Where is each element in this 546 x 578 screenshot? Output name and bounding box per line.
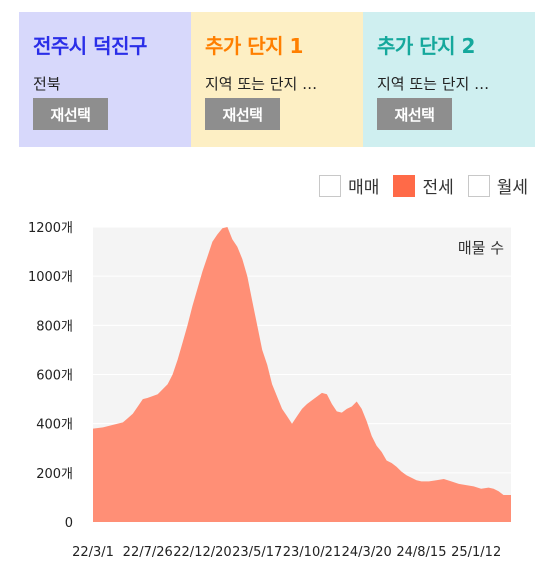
comparison-cards: 전주시 덕진구 전북 재선택 추가 단지 1 지역 또는 단지 … 재선택 추가… [19,12,535,147]
card-region-main[interactable]: 전주시 덕진구 전북 재선택 [19,12,191,147]
checkbox-icon[interactable] [393,174,416,197]
jeonse-listings-area [93,227,511,522]
y-tick-label: 1000개 [28,270,73,285]
card-subtitle: 전북 [33,75,61,93]
checkbox-icon[interactable] [319,174,342,197]
x-tick-label: 22/7/26 [123,545,173,560]
listings-chart: 0 200개 400개 600개 800개 1000개 1200개 22/3/1 22/7/2… [28,221,511,560]
x-tick-label: 24/8/15 [396,545,446,560]
card-title: 추가 단지 1 [205,34,303,58]
card-extra-complex-1[interactable]: 추가 단지 1 지역 또는 단지 … 재선택 [191,12,363,147]
x-tick-label: 25/1/12 [451,545,501,560]
y-tick-label: 0 [65,516,73,531]
x-tick-label: 22/12/20 [173,545,231,560]
reselect-button[interactable]: 재선택 [205,98,280,130]
reselect-button[interactable]: 재선택 [377,98,452,130]
legend-label: 전세 [422,178,454,198]
legend-label: 월세 [496,178,528,198]
y-tick-label: 800개 [36,319,73,334]
x-tick-label: 22/3/1 [72,545,114,560]
reselect-button[interactable]: 재선택 [33,98,108,130]
chart-legend: 매매 전세 월세 [305,173,528,198]
x-axis: 22/3/1 22/7/26 22/12/20 23/5/17 23/10/21 24/3… [72,545,501,560]
chart-annotation: 매물 수 [458,239,504,257]
card-subtitle: 지역 또는 단지 … [205,75,318,93]
x-tick-label: 23/10/21 [283,545,341,560]
card-subtitle: 지역 또는 단지 … [377,75,490,93]
legend-label: 매매 [348,178,380,198]
legend-item-monthly-rent[interactable]: 월세 [467,173,528,198]
legend-item-jeonse[interactable]: 전세 [393,173,454,198]
y-tick-label: 600개 [36,369,73,384]
y-axis: 0 200개 400개 600개 800개 1000개 1200개 [28,221,73,531]
checkbox-icon[interactable] [467,174,490,197]
card-title: 추가 단지 2 [377,34,475,58]
y-tick-label: 200개 [36,467,73,482]
card-extra-complex-2[interactable]: 추가 단지 2 지역 또는 단지 … 재선택 [363,12,535,147]
y-tick-label: 1200개 [28,221,73,236]
x-tick-label: 24/3/20 [342,545,392,560]
card-title: 전주시 덕진구 [33,34,147,58]
y-tick-label: 400개 [36,418,73,433]
legend-item-sale[interactable]: 매매 [319,173,379,198]
x-tick-label: 23/5/17 [232,545,282,560]
